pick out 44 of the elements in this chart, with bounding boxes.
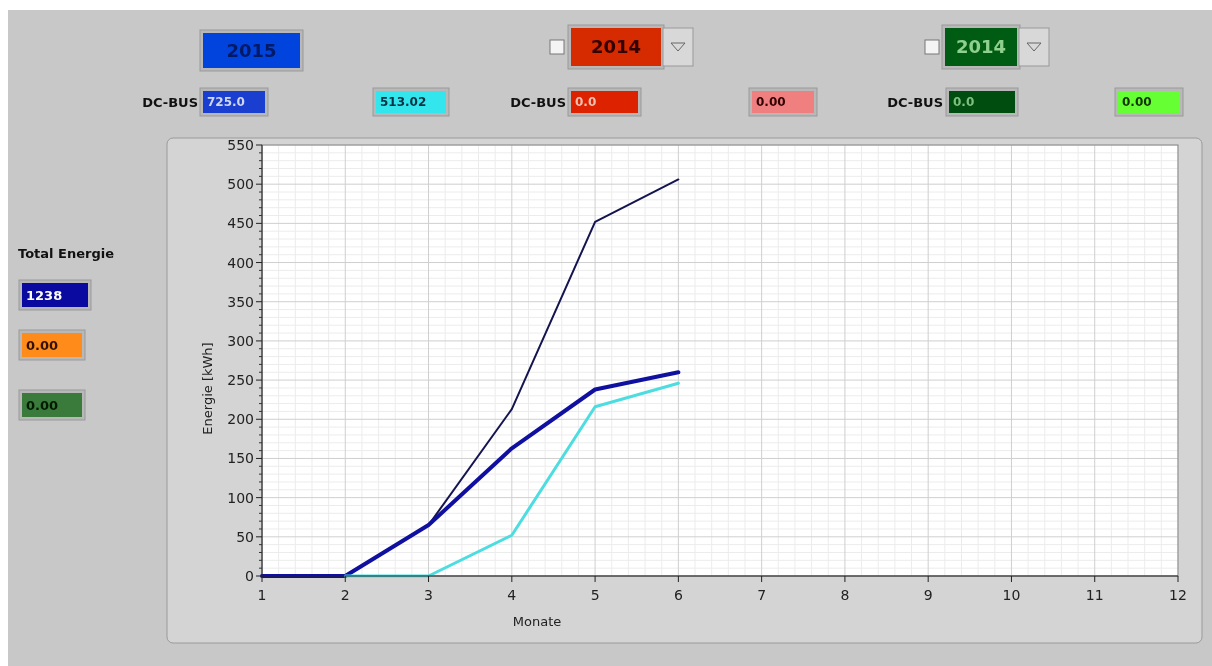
y-axis-title: Energie [kWh] [200, 342, 215, 435]
text: DC-BUS [142, 95, 198, 110]
x-tick-label: 8 [840, 587, 850, 603]
line-series [260, 370, 681, 578]
y-tick-label: 50 [236, 528, 254, 545]
y-tick-label: 250 [227, 372, 254, 389]
x-tick-label: 10 [1002, 587, 1021, 603]
x-axis-title: Monate [512, 614, 562, 629]
text: 0.00 [26, 337, 59, 353]
text: Total Energie [18, 246, 115, 261]
x-tick-label: 4 [507, 587, 517, 603]
x-tick-label: 1 [257, 587, 267, 603]
line-series [343, 381, 680, 578]
text: 2014 [955, 36, 1007, 58]
text: 2015 [226, 39, 277, 61]
text: 0.00 [1122, 95, 1152, 110]
text: 0.00 [26, 397, 59, 413]
y-tick-label: 550 [227, 137, 254, 153]
y-tick-label: 350 [227, 293, 254, 310]
y-tick-label: 300 [227, 332, 254, 349]
text: 725.0 [207, 95, 245, 110]
x-tick-label: 7 [757, 587, 767, 603]
x-tick-label: 2 [340, 587, 350, 603]
y-tick-label: 150 [227, 450, 254, 467]
text: DC-BUS [510, 95, 566, 110]
y-tick-label: 100 [227, 489, 254, 506]
x-tick-label: 12 [1169, 587, 1187, 603]
y-tick-label: 200 [227, 411, 254, 428]
text: 513.02 [380, 95, 427, 110]
text: 2014 [590, 36, 642, 58]
x-tick-label: 6 [673, 587, 683, 603]
text: DC-BUS [887, 95, 943, 110]
y-tick-label: 500 [227, 176, 254, 193]
text: 0.0 [575, 95, 597, 110]
x-tick-label: 9 [923, 587, 933, 603]
text: 0.00 [756, 95, 786, 110]
x-tick-label: 5 [590, 587, 600, 603]
y-tick-label: 400 [227, 254, 254, 271]
text: 0.0 [953, 95, 975, 110]
x-tick-label: 3 [424, 587, 434, 603]
text: 1238 [26, 287, 63, 303]
x-tick-label: 11 [1085, 587, 1104, 603]
y-tick-label: 0 [245, 568, 254, 584]
y-tick-label: 450 [227, 215, 254, 232]
